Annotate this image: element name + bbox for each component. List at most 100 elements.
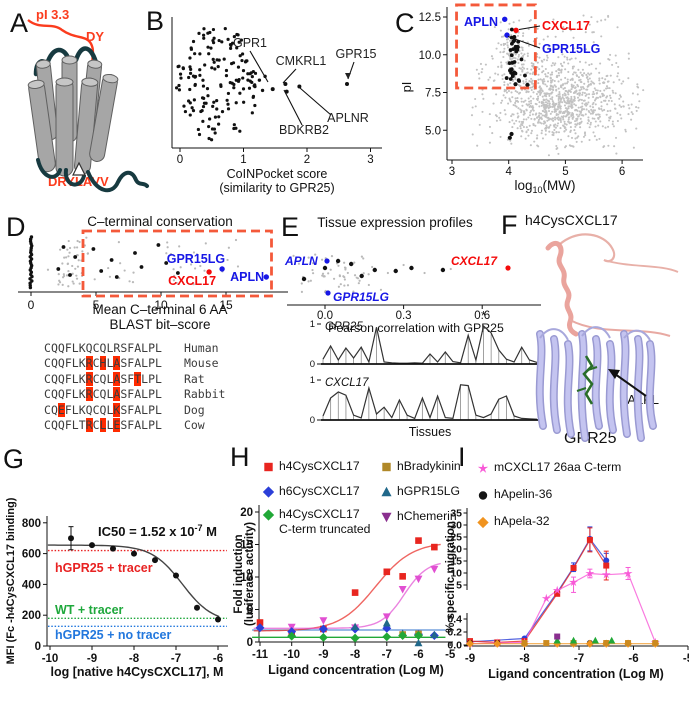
alignment-row: CQQFLKRCQLASFALPL Rabbit (44, 387, 226, 402)
panel-d-xlabel: Mean C–terminal 6 AA BLAST bit–score (40, 302, 280, 332)
svg-text:200: 200 (22, 610, 41, 622)
svg-text:log [native h4CysCXCL17], M: log [native h4CysCXCL17], M (51, 665, 224, 679)
svg-text:-11: -11 (252, 649, 269, 661)
panel-letter-g: G (3, 444, 25, 474)
binding-dose-response-chart: 0 200 400 600 800 -10 -9 -8 -7 -6 MFI (Fc -h4CysCX… (5, 497, 228, 679)
alignment-row: CQQFLKRCHLASFALPL Mouse (44, 356, 219, 371)
svg-text:hGPR25 + tracer: hGPR25 + tracer (55, 561, 153, 575)
svg-text:10: 10 (154, 298, 168, 312)
svg-text:GPR1: GPR1 (233, 36, 267, 50)
svg-text:-8: -8 (350, 649, 361, 661)
alignment-row: CQQFLKQCQLRSFALPL Human (44, 341, 219, 355)
svg-text:(similarity to GPR25): (similarity to GPR25) (219, 181, 334, 195)
legend-entry: hApela-32 (476, 514, 550, 529)
svg-text:APLNR: APLNR (327, 111, 369, 125)
svg-text:GPR15LG: GPR15LG (333, 290, 389, 304)
legend-entry: mCXCL17 26aa C-term (476, 460, 621, 475)
svg-text:IC50 = 1.52 x 10-7 M: IC50 = 1.52 x 10-7 M (98, 523, 217, 539)
svg-text:log10(MW): log10(MW) (514, 178, 575, 195)
svg-text:0.0: 0.0 (317, 310, 333, 322)
svg-text:-9: -9 (465, 653, 475, 665)
svg-text:CXCL17: CXCL17 (451, 254, 498, 268)
svg-text:BDKRB2: BDKRB2 (279, 123, 329, 137)
svg-text:CXCL17: CXCL17 (168, 274, 216, 288)
svg-text:-6: -6 (413, 649, 423, 661)
alignment-row: CQQFLKRCQLASFTLPL Rat (44, 371, 205, 386)
svg-text:-9: -9 (87, 653, 97, 665)
legend-entry: h4CysCXCL17 C-term truncated (262, 507, 370, 536)
svg-text:0: 0 (310, 359, 315, 370)
svg-text:800: 800 (22, 518, 41, 530)
svg-text:Tissues: Tissues (409, 425, 452, 439)
svg-text:1: 1 (310, 375, 315, 386)
svg-text:hGPR25 + no tracer: hGPR25 + no tracer (55, 628, 171, 642)
svg-text:-6: -6 (213, 653, 223, 665)
legend-entry: h4CysCXCL17 (262, 459, 360, 473)
svg-text:CoINPocket score: CoINPocket score (227, 167, 328, 181)
legend-entry: hBradykinin (380, 459, 461, 473)
svg-text:0: 0 (310, 415, 315, 426)
pi-vs-mw-scatter: 3 4 5 6 12.5 10.0 7.5 5.0 pI log10(MW) APLN CXCL17 G… (399, 3, 645, 195)
svg-text:0.0: 0.0 (447, 640, 462, 652)
svg-text:15: 15 (240, 540, 253, 552)
structure-model (535, 233, 679, 442)
panel-letter-h: H (230, 442, 250, 472)
svg-text:5: 5 (247, 605, 254, 617)
panel-letter-e: E (281, 212, 300, 242)
svg-text:APLN: APLN (284, 254, 318, 268)
panel-letter-a: A (10, 8, 29, 38)
svg-text:0.6: 0.6 (474, 310, 490, 322)
svg-text:CMKRL1: CMKRL1 (276, 54, 327, 68)
svg-text:0.4: 0.4 (447, 614, 462, 626)
svg-text:1: 1 (240, 154, 246, 166)
svg-text:400: 400 (22, 579, 41, 591)
svg-text:20: 20 (240, 507, 253, 519)
svg-text:Pearson correlation with GPR25: Pearson correlation with GPR25 (328, 321, 504, 335)
svg-text:10: 10 (240, 572, 253, 584)
svg-text:0.2: 0.2 (447, 627, 462, 639)
alignment-row: CQQFLTRCLLESFALPL Cow (44, 418, 205, 433)
svg-text:-8: -8 (519, 653, 530, 665)
panel-d-title: C–terminal conservation (87, 214, 233, 229)
svg-text:25: 25 (450, 532, 462, 544)
alignment-table: CQQFLKQCQLRSFALPL Human CQQFLKRCHLASFALPL M… (44, 341, 225, 433)
svg-text:20: 20 (450, 544, 462, 556)
svg-text:-6: -6 (628, 653, 638, 665)
luciferase-activity-chart: 0 5 10 15 20 -11 -10 -9 -8 -7 -6 -5 Fold induction (l… (233, 505, 456, 677)
legend-entry: hChemerin (380, 509, 457, 523)
svg-text:-5: -5 (445, 649, 456, 661)
svg-text:30: 30 (450, 520, 462, 532)
svg-text:CXCL17: CXCL17 (325, 377, 369, 389)
svg-text:12.5: 12.5 (419, 12, 441, 24)
svg-text:*: * (481, 308, 486, 323)
panel-letter-c: C (395, 8, 415, 38)
svg-text:3: 3 (367, 154, 373, 166)
svg-text:15: 15 (450, 556, 462, 568)
svg-text:0: 0 (35, 641, 41, 653)
cterm-conservation-strip: 0 5 10 15 GPR15LG CXCL17 APLN (18, 229, 288, 312)
svg-text:Ligand concentration (Log M): Ligand concentration (Log M) (488, 667, 664, 681)
panel-letter-f: F (501, 210, 518, 240)
panel-f-ligand-label: h4CysCXCL17 (525, 212, 618, 228)
svg-text:0: 0 (247, 637, 253, 649)
svg-text:0.3: 0.3 (396, 310, 412, 322)
svg-text:600: 600 (22, 549, 41, 561)
svg-text:-9: -9 (318, 649, 328, 661)
svg-text:5: 5 (562, 166, 568, 178)
legend-entry: hApelin-36 (476, 487, 552, 502)
svg-text:pI: pI (399, 82, 414, 93)
svg-text:-7: -7 (171, 653, 181, 665)
svg-text:MFI (Fc -h4CysCXCL17 binding): MFI (Fc -h4CysCXCL17 binding) (5, 497, 17, 664)
panel-letter-d: D (6, 212, 26, 242)
panel-f-receptor-label: GPR25 (564, 430, 617, 447)
panel-d-xlabel-line2: BLAST bit–score (109, 317, 211, 332)
svg-text:CXCL17: CXCL17 (542, 19, 590, 33)
pi-annotation: pI 3.3 (36, 7, 70, 22)
svg-text:-10: -10 (42, 653, 59, 665)
gpcr-cartoon (27, 19, 149, 193)
legend-entry: hGPR15LG (380, 484, 460, 498)
svg-text:15: 15 (219, 298, 233, 312)
svg-text:3: 3 (449, 166, 455, 178)
